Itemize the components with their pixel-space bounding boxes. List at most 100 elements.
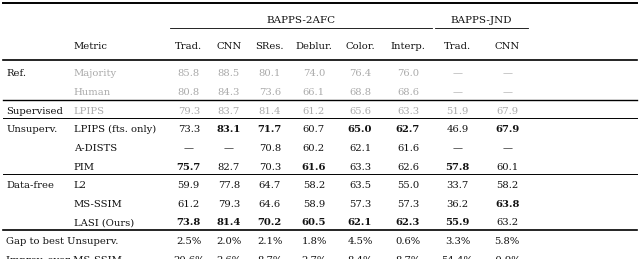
Text: 88.5: 88.5 <box>218 69 240 78</box>
Text: 74.0: 74.0 <box>303 69 325 78</box>
Text: Color.: Color. <box>345 42 375 51</box>
Text: 70.2: 70.2 <box>258 219 282 227</box>
Text: 83.7: 83.7 <box>218 107 240 116</box>
Text: LASI (Ours): LASI (Ours) <box>74 219 134 227</box>
Text: 65.6: 65.6 <box>349 107 371 116</box>
Text: 60.7: 60.7 <box>303 125 325 134</box>
Text: 62.7: 62.7 <box>396 125 420 134</box>
Text: 61.2: 61.2 <box>303 107 325 116</box>
Text: 8.7%: 8.7% <box>257 256 282 259</box>
Text: 62.3: 62.3 <box>396 219 420 227</box>
Text: BAPPS-JND: BAPPS-JND <box>451 16 513 25</box>
Text: —: — <box>502 69 512 78</box>
Text: 51.9: 51.9 <box>447 107 468 116</box>
Text: PIM: PIM <box>74 163 95 171</box>
Text: 60.5: 60.5 <box>301 219 326 227</box>
Text: 58.9: 58.9 <box>303 200 325 209</box>
Text: 58.2: 58.2 <box>496 181 518 190</box>
Text: 58.2: 58.2 <box>303 181 325 190</box>
Text: 54.4%: 54.4% <box>442 256 474 259</box>
Text: 20.6%: 20.6% <box>173 256 205 259</box>
Text: —: — <box>224 144 234 153</box>
Text: 63.8: 63.8 <box>495 200 520 209</box>
Text: 57.3: 57.3 <box>349 200 371 209</box>
Text: 4.5%: 4.5% <box>348 237 372 246</box>
Text: A-DISTS: A-DISTS <box>74 144 116 153</box>
Text: Deblur.: Deblur. <box>296 42 332 51</box>
Text: —: — <box>452 88 463 97</box>
Text: 73.8: 73.8 <box>177 219 201 227</box>
Text: Metric: Metric <box>74 42 108 51</box>
Text: 5.8%: 5.8% <box>495 237 520 246</box>
Text: 64.6: 64.6 <box>259 200 281 209</box>
Text: 80.8: 80.8 <box>178 88 200 97</box>
Text: Gap to best Unsuperv.: Gap to best Unsuperv. <box>6 237 119 246</box>
Text: 8.4%: 8.4% <box>348 256 372 259</box>
Text: 65.0: 65.0 <box>348 125 372 134</box>
Text: LPIPS: LPIPS <box>74 107 104 116</box>
Text: 75.7: 75.7 <box>177 163 201 171</box>
Text: 8.7%: 8.7% <box>396 256 420 259</box>
Text: 2.6%: 2.6% <box>216 256 241 259</box>
Text: 62.1: 62.1 <box>349 144 371 153</box>
Text: Interp.: Interp. <box>390 42 426 51</box>
Text: Data-free: Data-free <box>6 181 54 190</box>
Text: 68.6: 68.6 <box>397 88 419 97</box>
Text: 67.9: 67.9 <box>495 125 519 134</box>
Text: —: — <box>502 144 512 153</box>
Text: 33.7: 33.7 <box>447 181 468 190</box>
Text: 73.6: 73.6 <box>259 88 281 97</box>
Text: —: — <box>184 144 194 153</box>
Text: 63.3: 63.3 <box>397 107 419 116</box>
Text: 64.7: 64.7 <box>259 181 281 190</box>
Text: 77.8: 77.8 <box>218 181 240 190</box>
Text: 61.2: 61.2 <box>178 200 200 209</box>
Text: SRes.: SRes. <box>255 42 284 51</box>
Text: 79.3: 79.3 <box>178 107 200 116</box>
Text: 61.6: 61.6 <box>397 144 419 153</box>
Text: 68.8: 68.8 <box>349 88 371 97</box>
Text: 61.6: 61.6 <box>301 163 326 171</box>
Text: L2: L2 <box>74 181 86 190</box>
Text: -0.9%: -0.9% <box>493 256 522 259</box>
Text: 76.0: 76.0 <box>397 69 419 78</box>
Text: 57.8: 57.8 <box>445 163 470 171</box>
Text: 70.8: 70.8 <box>259 144 281 153</box>
Text: 36.2: 36.2 <box>447 200 468 209</box>
Text: —: — <box>452 144 463 153</box>
Text: BAPPS-2AFC: BAPPS-2AFC <box>266 16 335 25</box>
Text: 46.9: 46.9 <box>447 125 468 134</box>
Text: Supervised: Supervised <box>6 107 63 116</box>
Text: 0.6%: 0.6% <box>396 237 420 246</box>
Text: Improv. over MS-SSIM: Improv. over MS-SSIM <box>6 256 122 259</box>
Text: 63.3: 63.3 <box>349 163 371 171</box>
Text: 83.1: 83.1 <box>216 125 241 134</box>
Text: 2.7%: 2.7% <box>301 256 326 259</box>
Text: 79.3: 79.3 <box>218 200 240 209</box>
Text: 80.1: 80.1 <box>259 69 281 78</box>
Text: Ref.: Ref. <box>6 69 26 78</box>
Text: LPIPS (fts. only): LPIPS (fts. only) <box>74 125 156 134</box>
Text: 73.3: 73.3 <box>178 125 200 134</box>
Text: 67.9: 67.9 <box>496 107 518 116</box>
Text: 81.4: 81.4 <box>259 107 281 116</box>
Text: 2.0%: 2.0% <box>216 237 241 246</box>
Text: 62.6: 62.6 <box>397 163 419 171</box>
Text: 63.2: 63.2 <box>496 219 518 227</box>
Text: —: — <box>452 69 463 78</box>
Text: 2.5%: 2.5% <box>176 237 202 246</box>
Text: Trad.: Trad. <box>175 42 202 51</box>
Text: 3.3%: 3.3% <box>445 237 470 246</box>
Text: 66.1: 66.1 <box>303 88 325 97</box>
Text: 81.4: 81.4 <box>216 219 241 227</box>
Text: Trad.: Trad. <box>444 42 471 51</box>
Text: 71.7: 71.7 <box>258 125 282 134</box>
Text: 63.5: 63.5 <box>349 181 371 190</box>
Text: 76.4: 76.4 <box>349 69 371 78</box>
Text: MS-SSIM: MS-SSIM <box>74 200 122 209</box>
Text: CNN: CNN <box>216 42 241 51</box>
Text: Majority: Majority <box>74 69 116 78</box>
Text: 84.3: 84.3 <box>218 88 240 97</box>
Text: 82.7: 82.7 <box>218 163 240 171</box>
Text: 59.9: 59.9 <box>178 181 200 190</box>
